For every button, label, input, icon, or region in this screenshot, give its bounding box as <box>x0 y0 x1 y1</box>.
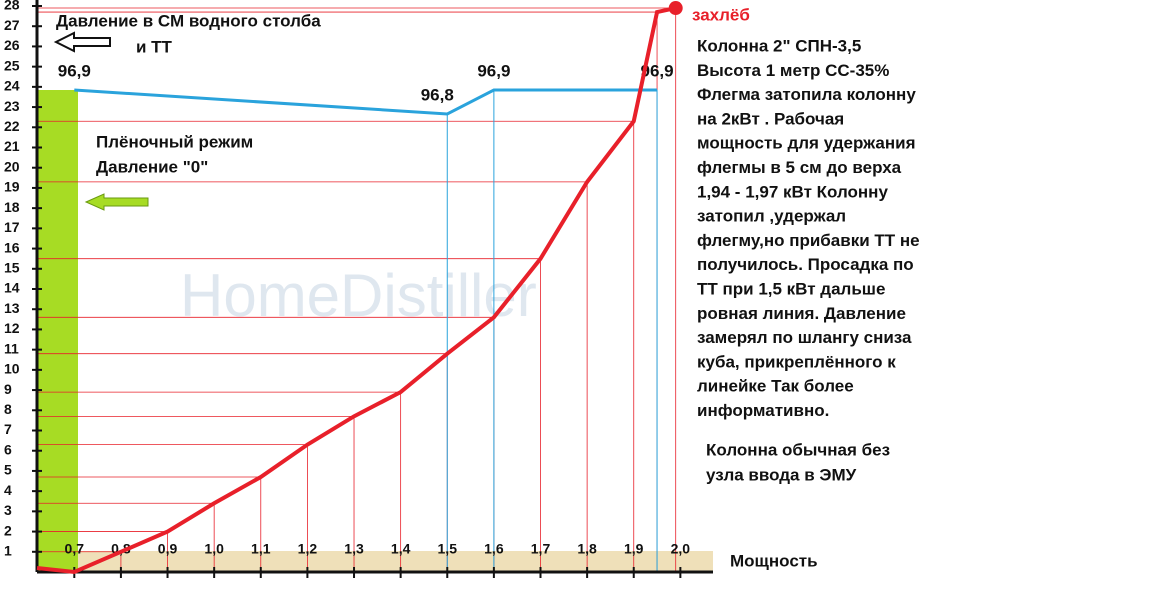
note-line: замерял по шлангу сниза <box>697 328 912 347</box>
y-tick-label: 24 <box>4 78 20 94</box>
y-tick-label: 14 <box>4 280 20 296</box>
x-tick-label: 1,2 <box>298 541 318 557</box>
y-tick-label: 4 <box>4 482 12 498</box>
note-line: Высота 1 метр СС-35% <box>697 61 889 80</box>
x-axis-label: Мощность <box>730 551 818 570</box>
x-tick-label: 1,8 <box>577 541 597 557</box>
y-tick-label: 12 <box>4 320 20 336</box>
zone-label: Давление "0" <box>96 157 208 176</box>
y-tick-label: 25 <box>4 57 20 73</box>
y-tick-label: 9 <box>4 381 12 397</box>
note-line: Колонна обычная без <box>706 440 890 459</box>
subtitle: и ТТ <box>136 37 173 56</box>
y-tick-label: 3 <box>4 502 12 518</box>
note-line: Колонна 2" СПН-3,5 <box>697 36 861 55</box>
x-tick-label: 1,3 <box>344 541 364 557</box>
annotation: захлёб <box>692 5 750 24</box>
y-tick-label: 20 <box>4 158 20 174</box>
y-tick-label: 26 <box>4 37 20 53</box>
note-line: флегму,но прибавки ТТ не <box>697 231 920 250</box>
x-tick-label: 0,7 <box>65 541 85 557</box>
value-label: 96,9 <box>477 61 510 80</box>
x-tick-label: 1,4 <box>391 541 411 557</box>
note-line: ровная линия. Давление <box>697 304 906 323</box>
zone-label: Плёночный режим <box>96 132 253 151</box>
y-tick-label: 10 <box>4 361 20 377</box>
x-tick-label: 0,9 <box>158 541 178 557</box>
y-tick-label: 7 <box>4 421 12 437</box>
title: Давление в СМ водного столба <box>56 11 321 30</box>
x-tick-label: 1,7 <box>531 541 551 557</box>
note-line: получилось. Просадка по <box>697 255 914 274</box>
y-tick-label: 6 <box>4 441 12 457</box>
y-tick-label: 5 <box>4 462 12 478</box>
x-tick-label: 1,5 <box>438 541 458 557</box>
note-line: на 2кВт . Рабочая <box>697 109 844 128</box>
note-line: 1,94 - 1,97 кВт Колонну <box>697 182 888 201</box>
x-tick-label: 2,0 <box>671 541 691 557</box>
value-label: 96,9 <box>58 61 91 80</box>
note-line: мощность для удержания <box>697 134 916 153</box>
arrow <box>84 193 149 211</box>
base-band <box>37 551 713 572</box>
notes: Колонна 2" СПН-3,5 Высота 1 метр СС-35% Ф… <box>697 36 920 484</box>
x-tick-label: 1,1 <box>251 541 271 557</box>
note-line: куба, прикреплённого к <box>697 352 896 371</box>
flood-point <box>668 1 683 16</box>
note-line: информативно. <box>697 401 829 420</box>
note-line: затопил ,удержал <box>697 207 846 226</box>
y-tick-label: 13 <box>4 300 20 316</box>
note-line: Флегма затопила колонну <box>697 85 916 104</box>
y-tick-label: 15 <box>4 259 20 275</box>
film-zone <box>37 90 78 572</box>
y-tick-label: 2 <box>4 522 12 538</box>
note-line: линейке Так более <box>697 377 854 396</box>
y-tick-label: 11 <box>4 340 19 356</box>
y-tick-label: 18 <box>4 199 20 215</box>
y-tick-label: 21 <box>4 138 20 154</box>
y-tick-label: 16 <box>4 239 20 255</box>
y-tick-label: 8 <box>4 401 12 417</box>
note-line: узла ввода в ЭМУ <box>706 465 857 484</box>
arrow <box>53 31 111 53</box>
y-tick-label: 23 <box>4 98 20 114</box>
value-label: 96,9 <box>641 61 674 80</box>
y-tick-label: 22 <box>4 118 20 134</box>
x-tick-label: 1,9 <box>624 541 644 557</box>
pressure-line <box>36 6 677 575</box>
y-tick-label: 28 <box>4 0 20 13</box>
note-line: ТТ при 1,5 кВт дальше <box>697 279 885 298</box>
watermark: HomeDistiller <box>180 262 537 329</box>
y-tick-label: 27 <box>4 17 20 33</box>
y-tick-label: 19 <box>4 179 20 195</box>
x-tick-label: 1,6 <box>484 541 504 557</box>
value-label: 96,8 <box>421 85 454 104</box>
temp-line <box>74 88 658 116</box>
note-line: флегмы в 5 см до верха <box>697 158 902 177</box>
y-tick-label: 1 <box>4 542 12 558</box>
x-tick-label: 1,0 <box>204 541 224 557</box>
y-tick-label: 17 <box>4 219 20 235</box>
